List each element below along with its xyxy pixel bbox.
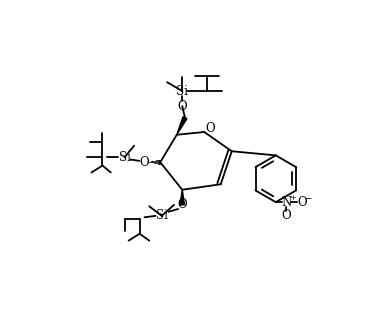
Polygon shape [177,117,187,135]
Text: Si: Si [156,209,168,222]
Text: Si: Si [118,151,130,164]
Text: O: O [178,100,187,113]
Text: −: − [304,193,312,203]
Text: O: O [297,196,307,209]
Text: +: + [289,194,296,202]
Text: N: N [281,196,291,209]
Text: O: O [139,156,149,169]
Text: O: O [282,209,291,222]
Text: O: O [205,122,215,135]
Polygon shape [180,190,184,205]
Text: Si: Si [176,84,188,98]
Text: O: O [178,198,187,212]
